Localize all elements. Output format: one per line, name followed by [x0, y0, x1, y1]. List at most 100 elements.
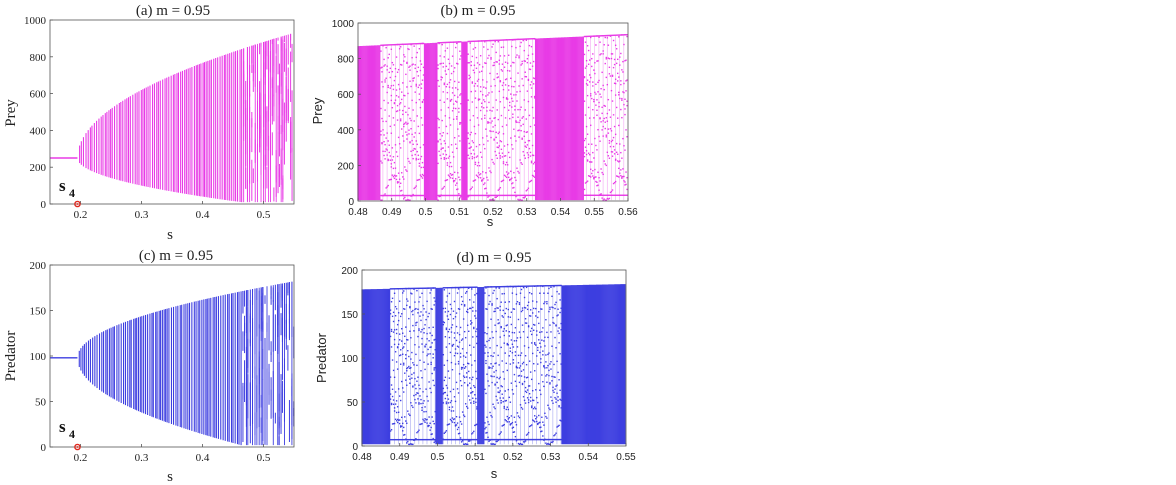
periodic-point: [542, 327, 544, 329]
periodic-point: [588, 74, 591, 76]
periodic-point: [522, 84, 524, 87]
periodic-point: [464, 443, 467, 445]
periodic-point: [416, 431, 418, 434]
periodic-point: [525, 377, 528, 379]
periodic-point: [389, 76, 391, 79]
periodic-point: [505, 420, 507, 422]
periodic-point: [461, 440, 464, 442]
periodic-point: [529, 62, 532, 64]
periodic-point: [445, 85, 448, 88]
periodic-point: [592, 170, 594, 172]
periodic-point: [484, 292, 486, 294]
periodic-point: [501, 393, 503, 395]
envelope-point: [470, 438, 472, 441]
periodic-point: [555, 432, 557, 434]
periodic-point: [455, 178, 457, 180]
periodic-point: [425, 318, 427, 321]
periodic-point: [391, 159, 394, 161]
periodic-point: [390, 428, 393, 431]
periodic-point: [557, 308, 559, 310]
periodic-point: [595, 180, 597, 183]
periodic-point: [499, 80, 502, 82]
periodic-point: [524, 318, 527, 320]
envelope-point: [518, 194, 520, 197]
periodic-point: [460, 93, 462, 95]
periodic-point: [495, 99, 497, 101]
envelope-point: [512, 194, 514, 197]
periodic-point: [506, 406, 508, 408]
periodic-point: [591, 143, 593, 145]
periodic-point: [621, 97, 623, 100]
envelope-point: [401, 438, 403, 441]
periodic-point: [600, 88, 602, 90]
periodic-point: [395, 308, 398, 310]
periodic-point: [399, 63, 402, 66]
periodic-point: [381, 142, 383, 145]
periodic-point: [601, 112, 603, 115]
periodic-point: [476, 408, 478, 410]
periodic-point: [587, 63, 590, 65]
periodic-point: [626, 188, 628, 191]
periodic-point: [583, 155, 586, 158]
panel-d-title: (d) m = 0.95: [456, 250, 531, 266]
periodic-point: [453, 332, 456, 334]
envelope-point: [453, 41, 456, 43]
periodic-point: [451, 345, 454, 347]
envelope-point: [521, 285, 524, 287]
periodic-point: [613, 181, 616, 184]
periodic-point: [535, 315, 537, 317]
periodic-point: [414, 186, 416, 189]
periodic-point: [520, 162, 522, 164]
periodic-point: [480, 179, 483, 181]
periodic-point: [480, 70, 483, 72]
periodic-point: [470, 402, 472, 404]
periodic-point: [448, 328, 451, 331]
periodic-point: [447, 310, 450, 313]
periodic-point: [476, 80, 479, 82]
periodic-point: [498, 322, 500, 324]
periodic-point: [403, 308, 405, 310]
periodic-point: [444, 311, 447, 313]
periodic-point: [485, 359, 487, 362]
periodic-point: [504, 419, 506, 421]
periodic-point: [624, 108, 626, 110]
periodic-point: [485, 287, 487, 289]
periodic-point: [509, 347, 512, 349]
periodic-point: [437, 141, 439, 143]
envelope-point: [444, 438, 447, 441]
periodic-point: [423, 332, 425, 334]
periodic-point: [546, 300, 548, 303]
x-tick-label: 0.53: [517, 207, 537, 218]
envelope-point: [493, 438, 495, 441]
periodic-point: [489, 170, 491, 172]
periodic-point: [445, 401, 448, 403]
periodic-point: [441, 119, 443, 122]
periodic-point: [520, 310, 523, 313]
periodic-point: [421, 100, 424, 103]
periodic-point: [512, 308, 515, 310]
periodic-point: [543, 424, 545, 426]
periodic-point: [383, 65, 385, 67]
periodic-point: [411, 351, 413, 354]
periodic-point: [417, 335, 419, 338]
periodic-point: [533, 420, 535, 422]
periodic-point: [509, 363, 512, 365]
periodic-point: [518, 374, 521, 377]
periodic-point: [541, 331, 543, 333]
periodic-point: [526, 152, 529, 154]
envelope-point: [528, 285, 531, 287]
periodic-point: [618, 76, 620, 78]
envelope-point: [458, 194, 460, 197]
envelope-point: [447, 438, 450, 441]
periodic-point: [528, 181, 531, 183]
periodic-point: [474, 161, 477, 164]
envelope-point: [485, 194, 487, 197]
periodic-point: [476, 423, 478, 426]
panel-b-plot-area: [357, 34, 628, 201]
periodic-point: [500, 326, 502, 329]
periodic-point: [420, 311, 422, 313]
periodic-point: [600, 121, 602, 123]
envelope-point: [406, 194, 408, 197]
envelope-point: [557, 438, 559, 441]
periodic-point: [529, 151, 532, 154]
